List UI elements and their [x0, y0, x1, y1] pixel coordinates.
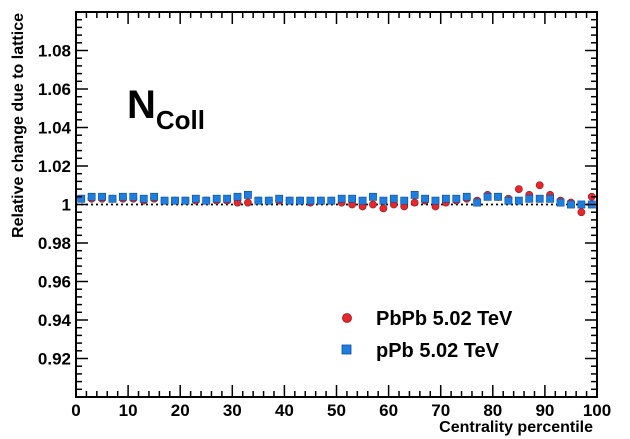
tick-labels: 0 10 20 30 40 50 60 70 80 90 100 0.92 0.94 0.96 0.98 1 1…: [38, 42, 611, 421]
x-tick-label: 20: [171, 401, 190, 420]
ppb-point: [400, 196, 409, 205]
x-tick-label: 100: [583, 401, 611, 420]
ppb-point: [77, 194, 86, 203]
x-tick-label: 90: [535, 401, 554, 420]
ppb-point: [546, 194, 555, 203]
ppb-point: [264, 196, 273, 205]
ppb-point: [108, 194, 117, 203]
legend-label-pbpb: PbPb 5.02 TeV: [376, 308, 513, 330]
y-tick-label: 1: [62, 196, 71, 215]
ppb-point: [150, 192, 159, 201]
y-tick-label: 0.96: [38, 273, 71, 292]
ppb-point: [181, 196, 190, 205]
ppb-point: [369, 192, 377, 201]
y-tick-label: 1.08: [38, 42, 71, 61]
x-tick-label: 70: [431, 401, 450, 420]
y-tick-label: 1.06: [38, 80, 71, 99]
legend-marker-pbpb: [342, 313, 352, 323]
pbpb-point: [514, 185, 523, 193]
ppb-point: [504, 196, 513, 205]
nucoll-annotation: NColl: [127, 83, 205, 135]
nucoll-main: N: [127, 83, 156, 127]
ppb-point: [244, 190, 252, 199]
ppb-point: [389, 194, 398, 203]
nucoll-subscript: Coll: [156, 105, 205, 135]
legend-label-ppb: pPb 5.02 TeV: [376, 340, 500, 362]
pbpb-point: [369, 200, 377, 209]
ppb-point: [254, 196, 263, 205]
pbpb-point: [410, 198, 419, 207]
axis-ticks: [75, 11, 598, 398]
ppb-point: [285, 196, 294, 205]
pbpb-point: [244, 198, 252, 207]
y-tick-label: 0.98: [38, 234, 71, 253]
ppb-point: [233, 192, 242, 201]
ppb-point: [118, 192, 127, 201]
ppb-point: [421, 194, 429, 203]
ppb-point: [494, 192, 502, 201]
x-tick-label: 80: [483, 401, 502, 420]
x-tick-label: 30: [223, 401, 242, 420]
ppb-point: [223, 194, 231, 203]
x-axis-title: Centrality percentile: [439, 419, 593, 436]
ppb-point: [473, 198, 482, 207]
ppb-point: [87, 192, 96, 201]
ppb-point: [442, 194, 450, 203]
ppb-point: [98, 192, 106, 201]
x-tick-label: 60: [379, 401, 398, 420]
y-tick-label: 1.04: [38, 119, 72, 138]
y-axis-title: Relative change due to lattice: [10, 13, 27, 238]
x-tick-label: 40: [275, 401, 294, 420]
ppb-point: [275, 194, 284, 203]
ppb-point: [202, 196, 211, 205]
ppb-point: [327, 196, 336, 205]
ppb-point: [483, 192, 492, 201]
pbpb-point: [379, 204, 388, 213]
legend: PbPb 5.02 TeV pPb 5.02 TeV: [341, 308, 513, 362]
ppb-point: [525, 194, 534, 203]
ppb-point: [431, 196, 440, 205]
data-points: [77, 181, 596, 217]
pbpb-point: [535, 181, 544, 190]
ppb-point: [129, 192, 138, 201]
x-tick-label: 50: [327, 401, 346, 420]
ppb-point: [410, 190, 419, 199]
ppb-point: [337, 194, 346, 203]
ppb-point: [556, 198, 565, 207]
ppb-point: [462, 192, 471, 201]
legend-marker-ppb: [341, 344, 352, 355]
ppb-point: [139, 194, 148, 203]
ppb-point: [452, 194, 461, 203]
ppb-point: [212, 194, 221, 203]
ppb-point: [358, 196, 367, 205]
ppb-point: [160, 196, 169, 205]
ppb-point: [514, 196, 523, 205]
ppb-point: [296, 196, 304, 205]
x-tick-label: 10: [119, 401, 138, 420]
y-tick-label: 0.94: [38, 311, 72, 330]
ppb-point: [191, 194, 200, 203]
ppb-point: [535, 194, 544, 203]
pbpb-point: [577, 208, 586, 217]
ppb-point: [348, 194, 357, 203]
x-tick-label: 0: [71, 401, 80, 420]
y-tick-label: 0.92: [38, 350, 71, 369]
ppb-point: [171, 196, 179, 205]
ppb-point: [577, 200, 586, 209]
ppb-point: [379, 196, 388, 205]
ppb-point: [567, 200, 575, 209]
y-tick-label: 1.02: [38, 157, 71, 176]
ppb-point: [316, 196, 325, 205]
ppb-point: [306, 196, 315, 205]
